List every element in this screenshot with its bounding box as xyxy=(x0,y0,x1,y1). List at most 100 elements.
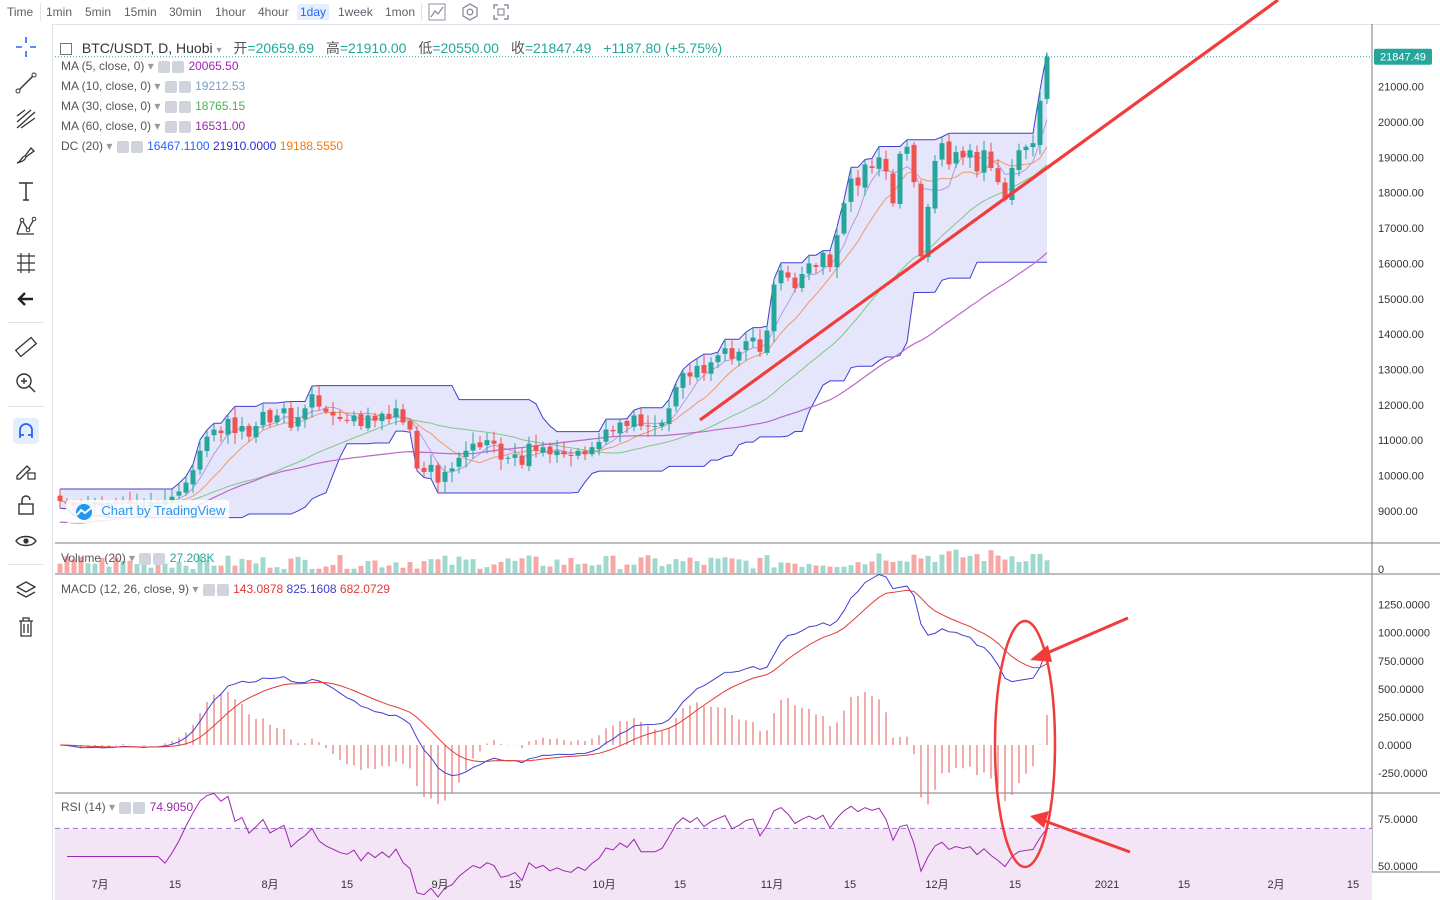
volume-bar xyxy=(722,557,728,573)
back-arrow-icon[interactable] xyxy=(13,286,39,312)
volume-bar xyxy=(1016,562,1022,573)
zoom-in-icon[interactable] xyxy=(13,370,39,396)
candle-body xyxy=(379,413,385,422)
settings-icon[interactable] xyxy=(139,552,152,565)
candle-body xyxy=(512,454,518,458)
candle-body xyxy=(876,157,882,169)
close-icon[interactable] xyxy=(172,60,185,73)
ma5-legend[interactable]: MA (5, close, 0) ▾ 20065.50 xyxy=(61,59,239,73)
volume-bar xyxy=(687,557,693,573)
settings-icon[interactable] xyxy=(202,583,215,596)
volume-bar xyxy=(659,566,665,573)
candle-body xyxy=(680,372,686,388)
volume-bar xyxy=(764,555,770,573)
volume-bar xyxy=(904,561,910,573)
volume-bar xyxy=(967,555,973,573)
settings-icon[interactable] xyxy=(461,3,479,21)
tf-4hour[interactable]: 4hour xyxy=(258,5,289,19)
ma30-legend[interactable]: MA (30, close, 0) ▾ 18765.15 xyxy=(61,99,246,113)
tf-1mon[interactable]: 1mon xyxy=(385,5,416,19)
tf-1day[interactable]: 1day xyxy=(297,4,330,20)
candle-body xyxy=(484,440,490,446)
tradingview-watermark[interactable]: Chart by TradingView xyxy=(66,500,230,523)
candle-body xyxy=(302,408,308,420)
volume-bar xyxy=(477,568,483,573)
magnet-icon[interactable] xyxy=(13,418,39,444)
volume-bar xyxy=(204,560,210,573)
macd-panel xyxy=(59,573,1048,805)
candle-body xyxy=(988,151,994,168)
dropdown-icon[interactable]: ▾ xyxy=(216,45,222,56)
brush-icon[interactable] xyxy=(13,142,39,168)
volume-bar xyxy=(960,557,966,573)
volume-bar xyxy=(988,550,994,573)
tf-1week[interactable]: 1week xyxy=(338,5,373,19)
close-icon[interactable] xyxy=(216,583,229,596)
candle-body xyxy=(463,450,469,457)
settings-icon[interactable] xyxy=(116,140,129,153)
fullscreen-icon[interactable] xyxy=(492,3,510,21)
volume-bar xyxy=(519,558,525,573)
volume-bar xyxy=(505,558,511,573)
volume-bar xyxy=(785,562,791,573)
settings-icon[interactable] xyxy=(119,801,132,814)
tf-30min[interactable]: 30min xyxy=(169,5,202,19)
macd-legend[interactable]: MACD (12, 26, close, 9) ▾ 143.0878 825.1… xyxy=(61,582,390,596)
prediction-tool-icon[interactable] xyxy=(13,250,39,276)
macd-label: MACD (12, 26, close, 9) xyxy=(61,582,190,596)
tf-time[interactable]: Time xyxy=(7,5,34,19)
close-icon[interactable] xyxy=(133,801,146,814)
candle-body xyxy=(981,150,987,173)
layers-icon[interactable] xyxy=(13,578,39,604)
tf-1min[interactable]: 1min xyxy=(46,5,73,19)
rsi-tick: 50.0000 xyxy=(1378,861,1418,873)
eye-icon[interactable] xyxy=(13,528,39,554)
settings-icon[interactable] xyxy=(164,100,177,113)
candle-body xyxy=(267,409,273,423)
symbol-title[interactable]: BTC/USDT, D, Huobi xyxy=(81,40,213,56)
price-tick: 10000.00 xyxy=(1378,471,1424,483)
chart-style-icon[interactable] xyxy=(428,3,446,21)
candle-body xyxy=(855,177,861,186)
candlesticks: 21847.49 xyxy=(55,48,1432,518)
ruler-icon[interactable] xyxy=(13,334,39,360)
dc-basis: 19188.5550 xyxy=(279,139,344,153)
lock-drawing-icon[interactable] xyxy=(13,456,39,482)
price-tick: 13000.00 xyxy=(1378,364,1424,376)
ma10-legend[interactable]: MA (10, close, 0) ▾ 19212.53 xyxy=(61,79,246,93)
tf-15min[interactable]: 15min xyxy=(124,5,157,19)
volume-bar xyxy=(232,565,238,573)
collapse-icon[interactable] xyxy=(60,43,72,56)
candle-body xyxy=(491,440,497,444)
ma60-legend[interactable]: MA (60, close, 0) ▾ 16531.00 xyxy=(61,119,246,133)
tf-1hour[interactable]: 1hour xyxy=(215,5,246,19)
fib-tool-icon[interactable] xyxy=(13,106,39,132)
settings-icon[interactable] xyxy=(164,120,177,133)
tf-5min[interactable]: 5min xyxy=(85,5,112,19)
settings-icon[interactable] xyxy=(164,80,177,93)
unlock-icon[interactable] xyxy=(13,492,39,518)
crosshair-icon[interactable] xyxy=(13,34,39,60)
ma10-label: MA (10, close, 0) xyxy=(61,79,152,93)
close-icon[interactable] xyxy=(178,100,191,113)
close-icon[interactable] xyxy=(178,120,191,133)
candle-body xyxy=(589,447,595,455)
volume-bar xyxy=(99,557,105,573)
settings-icon[interactable] xyxy=(158,60,171,73)
candle-body xyxy=(883,158,889,172)
trend-line-icon[interactable] xyxy=(13,70,39,96)
candle-body xyxy=(533,445,539,451)
volume-bar xyxy=(414,568,420,573)
close-icon[interactable] xyxy=(130,140,143,153)
close-icon[interactable] xyxy=(153,552,166,565)
candle-body xyxy=(862,164,868,188)
volume-legend[interactable]: Volume (20) ▾ 27.203K xyxy=(61,551,215,565)
dc-legend[interactable]: DC (20) ▾ 16467.1100 21910.0000 19188.55… xyxy=(61,139,344,153)
text-tool-icon[interactable] xyxy=(13,178,39,204)
candle-body xyxy=(995,168,1001,183)
close-icon[interactable] xyxy=(178,80,191,93)
trash-icon[interactable] xyxy=(13,614,39,640)
rsi-legend[interactable]: RSI (14) ▾ 74.9050 xyxy=(61,800,194,814)
pattern-tool-icon[interactable] xyxy=(13,214,39,240)
